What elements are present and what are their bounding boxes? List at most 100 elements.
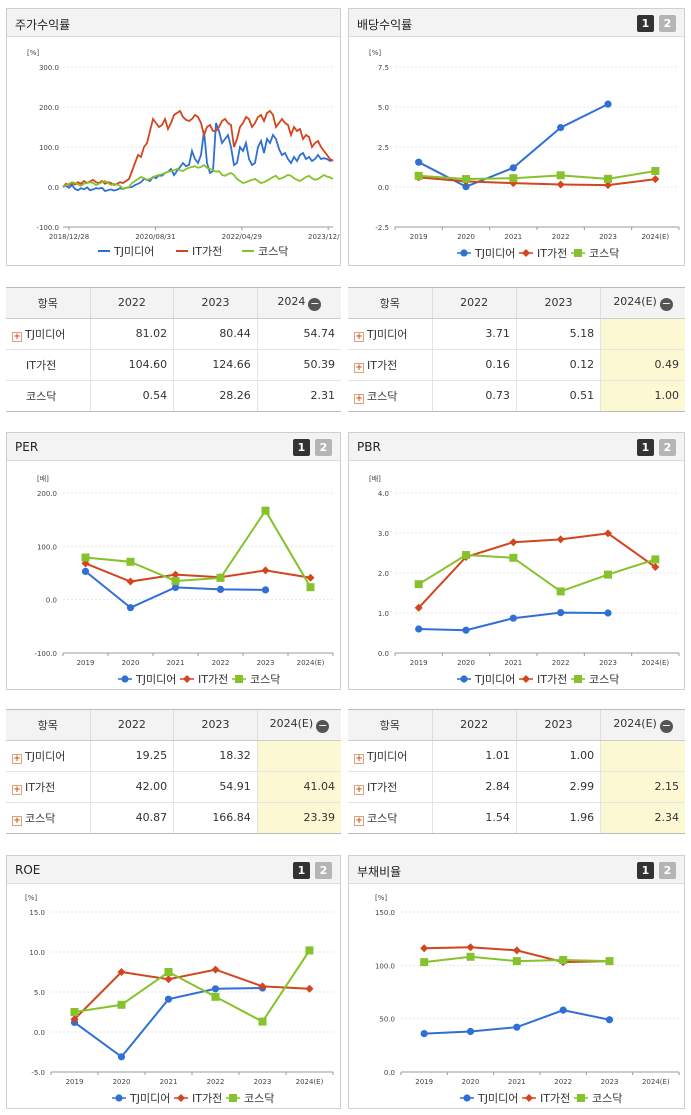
x-tick-label: 2021 [167, 659, 185, 667]
expand-icon[interactable]: + [354, 331, 364, 342]
legend-marker [115, 1094, 123, 1102]
x-tick-label: 2023/12/28 [308, 233, 340, 241]
value-cell: 23.39 [256, 802, 341, 833]
panel-header: PER 1 2 [7, 433, 340, 461]
x-tick-label: 2024(E) [641, 233, 669, 241]
data-point [462, 183, 470, 191]
row-label-cell[interactable]: + 코스닥 [348, 802, 432, 833]
y-axis-unit: [배] [369, 474, 381, 483]
toggle-1-button[interactable]: 1 [637, 439, 654, 456]
x-tick-label: 2023 [254, 1078, 272, 1086]
expand-icon[interactable]: + [354, 362, 364, 373]
expand-icon[interactable]: + [354, 393, 364, 404]
data-point [509, 553, 518, 562]
data-point [605, 957, 614, 966]
panel-title: ROE [15, 863, 41, 877]
x-tick-label: 2022 [212, 659, 230, 667]
x-tick-label: 2020/08/31 [135, 233, 175, 241]
expand-icon[interactable]: + [12, 815, 22, 826]
data-point [509, 538, 518, 547]
column-header: 2022 [89, 288, 174, 319]
legend-marker [522, 249, 530, 257]
x-tick-label: 2019 [66, 1078, 84, 1086]
expand-icon[interactable]: + [12, 753, 22, 764]
data-point [126, 604, 135, 612]
per-panel: PER 1 2 [배] 200.0 100.0 0.0 -100.0 2019 2020 20… [6, 432, 341, 690]
toggle-1-button[interactable]: 1 [637, 15, 654, 32]
expand-icon[interactable]: + [354, 815, 364, 826]
row-label-cell[interactable]: + TJ미디어 [348, 318, 432, 350]
row-label-cell[interactable]: + 코스닥 [348, 380, 432, 411]
toggle-2-button[interactable]: 2 [315, 439, 332, 456]
row-label-cell[interactable]: + IT가전 [348, 349, 432, 381]
row-label-cell: 코스닥 [6, 380, 90, 411]
value-cell: 1.96 [515, 802, 601, 833]
row-label-cell[interactable]: + IT가전 [6, 771, 90, 803]
toggle-1-button[interactable]: 1 [293, 862, 310, 879]
value-cell: 2.84 [431, 771, 517, 803]
row-label-cell[interactable]: + IT가전 [348, 771, 432, 803]
row-label-cell[interactable]: + TJ미디어 [348, 740, 432, 772]
y-tick-label: 300.0 [39, 64, 59, 72]
pbr-chart: [배] 4.0 3.0 2.0 1.0 0.0 2019 2020 2021 2022 2023 20… [369, 474, 680, 686]
y-tick-label: 3.0 [378, 530, 389, 538]
y-axis-unit: [%] [375, 894, 387, 902]
panel-title: 주가수익률 [15, 18, 71, 32]
table-row: + TJ미디어 1.01 1.00 [348, 740, 685, 772]
value-cell [256, 740, 341, 772]
x-tick-label: 2024(E) [296, 1078, 324, 1086]
collapse-icon[interactable]: − [659, 296, 673, 311]
collapse-icon[interactable]: − [316, 718, 330, 733]
toggle-2-button[interactable]: 2 [659, 862, 676, 879]
panel-header: 주가수익률 [7, 9, 340, 37]
row-label-cell[interactable]: + TJ미디어 [6, 740, 90, 772]
value-cell: 54.74 [256, 318, 341, 350]
legend-label: TJ미디어 [477, 1092, 518, 1105]
expand-icon[interactable]: + [354, 784, 364, 795]
row-label: IT가전 [25, 780, 56, 794]
data-point [605, 1016, 614, 1024]
data-point [557, 124, 565, 132]
x-tick-label: 2020 [122, 659, 140, 667]
data-point [556, 180, 565, 189]
value-cell: 80.44 [173, 318, 258, 350]
data-point [512, 946, 521, 955]
expand-icon[interactable]: + [12, 784, 22, 795]
toggle-1-button[interactable]: 1 [293, 439, 310, 456]
column-header: 2024(E) − [256, 710, 341, 741]
legend-label: IT가전 [192, 245, 222, 258]
row-label-cell[interactable]: + TJ미디어 [6, 318, 90, 350]
data-point [415, 158, 423, 166]
y-axis-unit: [%] [25, 894, 37, 902]
toggle-2-button[interactable]: 2 [659, 439, 676, 456]
debt-ratio-chart: [%] 150.0 100.0 50.0 0.0 2019 2020 2021 2022 2023… [375, 894, 680, 1105]
expand-icon[interactable]: + [12, 331, 22, 342]
roe-panel: ROE 1 2 [%] 15.0 10.0 5.0 0.0 -5.0 2019 2020 202… [6, 855, 341, 1109]
legend-marker [121, 675, 129, 683]
collapse-icon[interactable]: − [308, 296, 322, 311]
series-line [85, 508, 312, 588]
y-tick-label: 100.0 [37, 543, 57, 551]
row-label: TJ미디어 [367, 327, 408, 341]
column-header: 2024(E) − [600, 710, 685, 741]
data-point [81, 567, 90, 575]
data-point [117, 1053, 126, 1061]
panel-title: 배당수익률 [357, 18, 413, 32]
toggle-1-button[interactable]: 1 [637, 862, 654, 879]
panel-header: 부채비율 1 2 [349, 856, 684, 884]
column-header-label: 2023 [201, 296, 230, 310]
column-header: 항목 [6, 288, 90, 319]
column-header: 항목 [348, 288, 432, 319]
row-label-cell[interactable]: + 코스닥 [6, 802, 90, 833]
table-row: + 코스닥 40.87 166.84 23.39 [6, 802, 341, 833]
legend-label: TJ미디어 [113, 245, 154, 258]
series-line [62, 163, 334, 191]
panel-header: PBR 1 2 [349, 433, 684, 461]
collapse-icon[interactable]: − [659, 718, 673, 733]
expand-icon[interactable]: + [354, 753, 364, 764]
toggle-2-button[interactable]: 2 [315, 862, 332, 879]
series-line [417, 532, 656, 609]
toggle-2-button[interactable]: 2 [659, 15, 676, 32]
x-tick-label: 2021 [504, 659, 522, 667]
data-table: 항목 2022 2023 2024(E) − + TJ미디어 1.01 1.00 + IT가전 2.8… [348, 710, 685, 833]
